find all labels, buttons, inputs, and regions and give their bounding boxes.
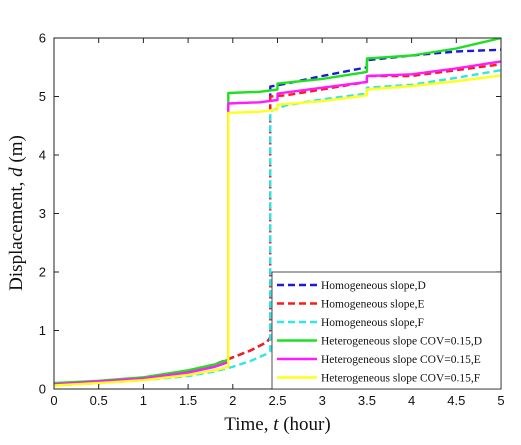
y-tick-label: 4 xyxy=(39,148,46,163)
series-line-5 xyxy=(54,60,501,386)
y-tick-label: 0 xyxy=(39,382,46,397)
series-line-6 xyxy=(54,74,501,387)
x-tick-label: 0 xyxy=(50,393,57,408)
x-tick-label: 4 xyxy=(408,393,415,408)
x-axis-ticks: 0 0.5 1 1.5 2 2.5 3 3.5 4 4.5 5 xyxy=(50,38,505,408)
series-line-3 xyxy=(54,69,501,387)
legend-label-5: Heterogeneous slope COV=0.15,E xyxy=(321,354,481,366)
x-tick-label: 4.5 xyxy=(447,393,465,408)
legend: Homogeneous slope,D Homogeneous slope,E Ho… xyxy=(271,271,502,390)
series-line-4 xyxy=(54,38,501,385)
y-tick-label: 1 xyxy=(39,323,46,338)
x-tick-label: 3 xyxy=(319,393,326,408)
legend-label-6: Heterogeneous slope COV=0.15,F xyxy=(321,373,480,385)
y-tick-label: 6 xyxy=(39,31,46,46)
legend-label-1: Homogeneous slope,D xyxy=(321,280,426,292)
x-tick-label: 1.5 xyxy=(179,393,197,408)
y-axis-label: Displacement, d (m) xyxy=(6,135,27,291)
legend-label-4: Heterogeneous slope COV=0.15,D xyxy=(321,336,482,348)
x-tick-label: 5 xyxy=(497,393,504,408)
legend-label-3: Homogeneous slope,F xyxy=(321,317,424,329)
x-tick-label: 3.5 xyxy=(358,393,376,408)
y-tick-label: 5 xyxy=(39,89,46,104)
y-tick-label: 3 xyxy=(39,206,46,221)
legend-label-2: Homogeneous slope,E xyxy=(321,299,424,311)
x-tick-label: 2.5 xyxy=(268,393,286,408)
x-axis-label: Time, t (hour) xyxy=(224,414,330,435)
x-tick-label: 1 xyxy=(140,393,147,408)
x-tick-label: 2 xyxy=(229,393,236,408)
series-layer xyxy=(54,38,501,387)
legend-box xyxy=(271,271,502,390)
x-tick-label: 0.5 xyxy=(90,393,108,408)
y-axis-ticks: 0 1 2 3 4 5 6 xyxy=(39,31,501,397)
y-tick-label: 2 xyxy=(39,265,46,280)
